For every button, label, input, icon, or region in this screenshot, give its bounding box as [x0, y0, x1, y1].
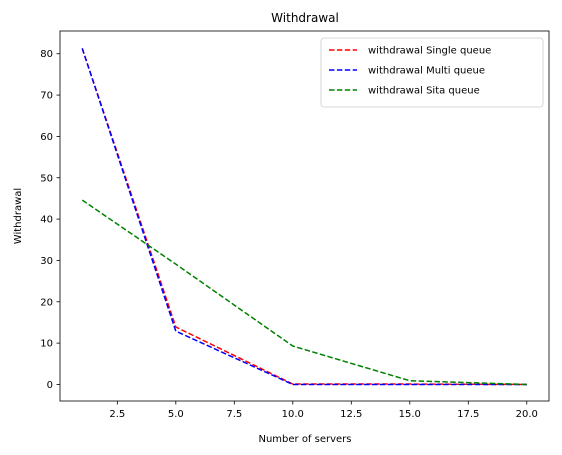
y-tick-label: 20: [40, 297, 53, 308]
x-tick-label: 10.0: [282, 409, 304, 420]
plot-area: [59, 30, 550, 402]
x-tick-label: 2.5: [109, 409, 125, 420]
y-tick-label: 60: [40, 132, 53, 143]
y-tick-label: 40: [40, 215, 53, 226]
y-tick-label: 80: [40, 49, 53, 60]
legend-label: withdrawal Single queue: [368, 46, 491, 57]
x-tick-label: 5.0: [168, 409, 184, 420]
y-tick-label: 10: [40, 339, 53, 350]
series-line-2: [81, 48, 527, 386]
y-tick-label: 30: [40, 256, 53, 267]
series-layer: [81, 48, 527, 386]
series-line-3: [81, 199, 527, 386]
legend-label: withdrawal Multi queue: [368, 66, 485, 77]
x-tick-label: 15.0: [399, 409, 421, 420]
y-tick-label: 50: [40, 173, 53, 184]
x-tick-label: 20.0: [516, 409, 538, 420]
x-tick-label: 17.5: [457, 409, 479, 420]
y-tick-label: 0: [47, 380, 53, 391]
y-axis: 0 10 20 30 40 50 60 70 80: [40, 49, 60, 391]
legend-label: withdrawal Sita queue: [368, 86, 480, 97]
chart-title: Withdrawal: [271, 11, 339, 25]
x-tick-label: 7.5: [226, 409, 242, 420]
legend-box: [320, 37, 544, 108]
x-axis: 2.5 5.0 7.5 10.0 12.5 15.0 17.5 20.0: [109, 401, 538, 420]
y-tick-label: 70: [40, 91, 53, 102]
legend: withdrawal Single queue withdrawal Multi …: [320, 37, 544, 108]
series-line-1: [81, 48, 527, 386]
x-tick-label: 12.5: [340, 409, 362, 420]
plot-frame: [59, 30, 550, 402]
x-axis-label: Number of servers: [258, 434, 351, 445]
y-axis-label: Withdrawal: [13, 188, 24, 244]
